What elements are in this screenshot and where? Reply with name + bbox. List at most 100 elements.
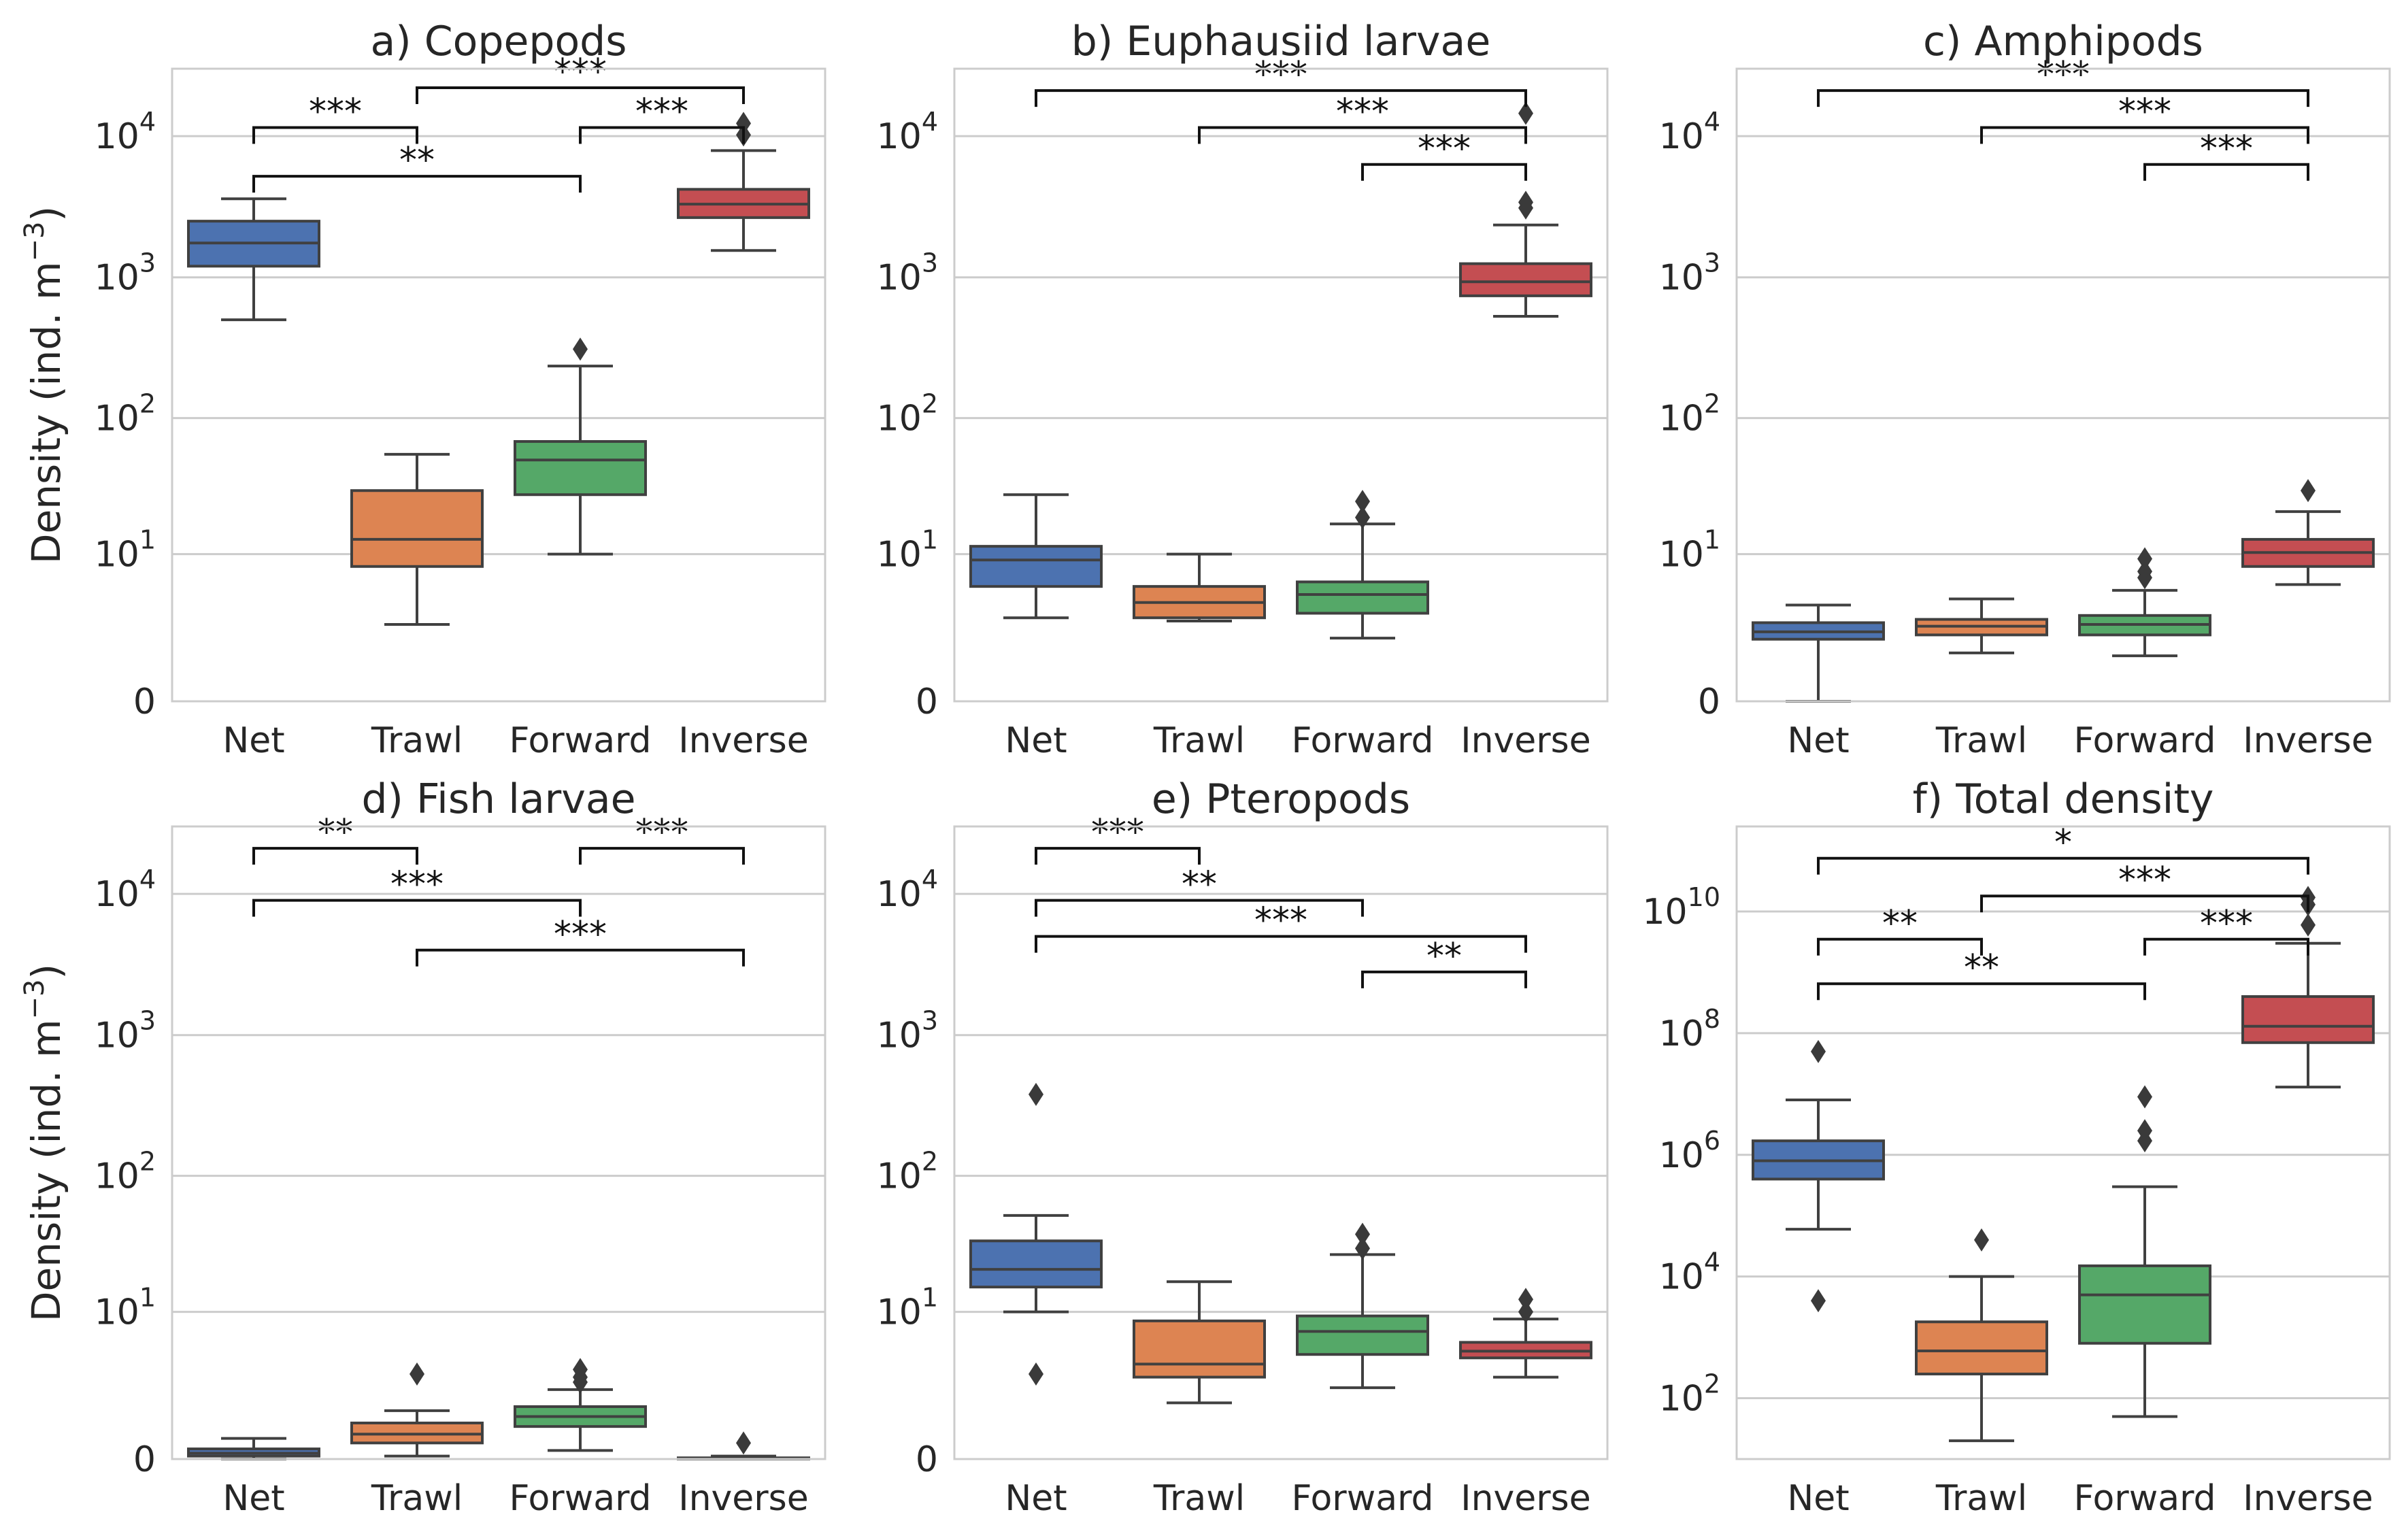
- y-tick-label: 104: [95, 107, 156, 157]
- bracket-line: [1817, 89, 2309, 107]
- panel-e-pteropods: e) Pteropods 0 101 102 103 104 Net Trawl Forward…: [877, 775, 1609, 1519]
- y-tick-label: 103: [877, 248, 938, 299]
- y-tick-label: 0: [1698, 682, 1720, 722]
- significance-bracket: ***: [579, 91, 745, 144]
- significance-bracket: **: [1361, 936, 1527, 988]
- outlier-point: [1518, 1300, 1533, 1324]
- significance-bracket: ***: [579, 812, 745, 865]
- outlier-point: [2301, 913, 2316, 937]
- y-tick-label: 101: [877, 1283, 938, 1333]
- bracket-line: [252, 126, 418, 144]
- box-trawl: [1915, 1228, 2048, 1443]
- y-tick-label: 102: [1659, 389, 1720, 439]
- outlier-point: [1518, 1288, 1533, 1311]
- box-forward: [514, 1358, 647, 1452]
- box-body: [2078, 1264, 2211, 1345]
- x-tick-label: Net: [1005, 720, 1067, 761]
- panel-title: c) Amphipods: [1923, 18, 2203, 65]
- box-body: [350, 489, 484, 568]
- bracket-line: [1817, 856, 2309, 875]
- significance-bracket: ***: [1035, 901, 1527, 953]
- significance-bracket: ***: [252, 91, 418, 144]
- significance-label: ***: [2037, 54, 2090, 95]
- x-tick-label: Net: [222, 720, 284, 761]
- significance-label: ***: [1418, 129, 1471, 169]
- box-net: [187, 1437, 320, 1460]
- panel-f-total-density: f) Total density 102 104 106 108 1010 Net Trawl…: [1642, 775, 2391, 1519]
- x-tick-label: Inverse: [678, 1478, 809, 1519]
- significance-bracket: ***: [1980, 91, 2309, 144]
- y-tick-label: 106: [1659, 1126, 1720, 1176]
- box-forward: [1296, 1222, 1429, 1390]
- y-tick-label: 102: [877, 389, 938, 439]
- y-axis-label: Density (ind. m−3): [19, 964, 69, 1322]
- box-inverse: [1459, 1288, 1592, 1379]
- outlier-point: [573, 1358, 588, 1382]
- x-tick-label: Forward: [509, 720, 651, 761]
- x-tick-label: Inverse: [678, 720, 809, 761]
- panel-b-euphausiid-larvae: b) Euphausiid larvae 0 101 102 103 104 Net Traw…: [877, 18, 1609, 761]
- significance-bracket: **: [1817, 903, 1983, 956]
- significance-bracket: ***: [416, 52, 745, 104]
- box-inverse: [2241, 479, 2375, 586]
- x-tick-label: Inverse: [1460, 720, 1591, 761]
- box-trawl: [350, 1362, 484, 1458]
- y-tick-label: 0: [916, 1439, 938, 1480]
- significance-bracket: ***: [416, 914, 745, 967]
- plot-frame: [171, 67, 826, 703]
- bracket-line: [1361, 163, 1527, 181]
- x-tick-label: Net: [1787, 720, 1849, 761]
- outlier-point: [1355, 505, 1370, 529]
- significance-bracket: **: [1817, 948, 2146, 1001]
- bracket-line: [579, 847, 745, 865]
- significance-label: **: [1882, 903, 1918, 944]
- significance-bracket: ***: [1035, 812, 1201, 865]
- box-trawl: [1915, 597, 2048, 654]
- box-body: [969, 1239, 1103, 1289]
- significance-label: ***: [554, 914, 607, 955]
- plot-frame: [1735, 825, 2391, 1460]
- bracket-line: [416, 948, 745, 967]
- box-net: [187, 197, 320, 322]
- y-tick-label: 0: [133, 682, 156, 722]
- panel-title: d) Fish larvae: [361, 775, 635, 823]
- box-trawl: [1133, 1280, 1266, 1405]
- significance-bracket: ***: [2143, 903, 2309, 956]
- x-tick-label: Forward: [1291, 1478, 1433, 1519]
- bracket-line: [1361, 970, 1527, 988]
- y-tick-label: 1010: [1642, 882, 1720, 933]
- x-tick-label: Trawl: [1153, 1478, 1245, 1519]
- y-tick-label: 101: [1659, 525, 1720, 575]
- outlier-point: [2137, 560, 2152, 584]
- x-tick-label: Forward: [509, 1478, 651, 1519]
- y-tick-label: 103: [95, 248, 156, 299]
- panel-d-fish-larvae: d) Fish larvae 0 101 102 103 104 Net Trawl Forwa…: [19, 775, 826, 1519]
- bracket-line: [579, 126, 745, 144]
- y-tick-label: 101: [95, 525, 156, 575]
- y-tick-label: 102: [95, 389, 156, 439]
- x-tick-label: Trawl: [1153, 720, 1245, 761]
- significance-label: *: [2054, 822, 2072, 863]
- box-inverse: [1459, 101, 1592, 318]
- bracket-line: [2143, 163, 2309, 181]
- box-forward: [2078, 547, 2211, 658]
- outlier-point: [1518, 190, 1533, 214]
- bracket-line: [1035, 89, 1527, 107]
- box-net: [1752, 1039, 1885, 1313]
- outlier-point: [1029, 1082, 1043, 1106]
- significance-label: ***: [635, 812, 688, 853]
- box-net: [969, 493, 1103, 620]
- significance-bracket: **: [252, 140, 582, 193]
- y-tick-label: 103: [95, 1006, 156, 1056]
- panel-title: a) Copepods: [371, 18, 627, 65]
- significance-bracket: ***: [1035, 54, 1527, 107]
- x-tick-label: Trawl: [371, 1478, 463, 1519]
- bracket-line: [1817, 937, 1983, 956]
- x-tick-label: Trawl: [1935, 720, 2027, 761]
- box-body: [2241, 995, 2375, 1044]
- significance-label: ***: [2118, 860, 2171, 901]
- significance-bracket: ***: [1361, 129, 1527, 181]
- outlier-point: [573, 337, 588, 361]
- x-tick-label: Trawl: [371, 720, 463, 761]
- significance-label: **: [1426, 936, 1462, 977]
